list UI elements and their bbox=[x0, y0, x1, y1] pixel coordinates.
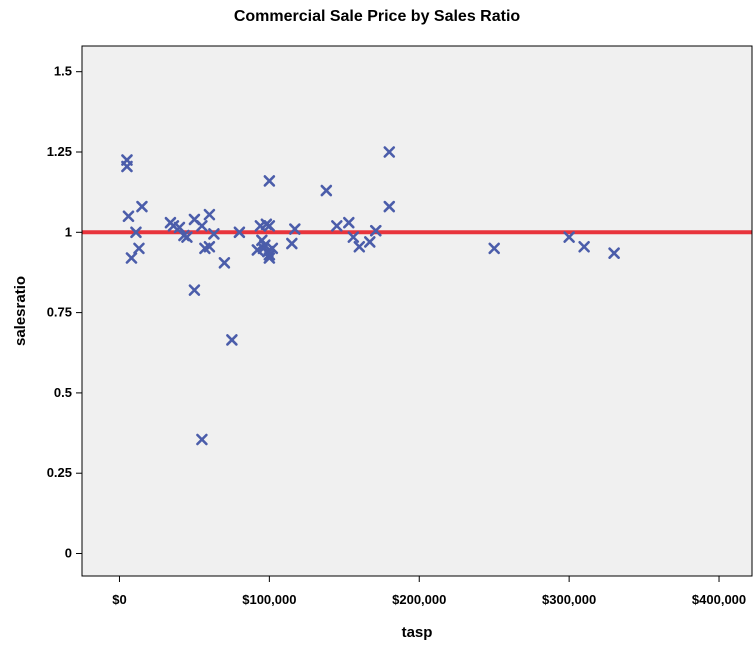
data-point bbox=[181, 231, 193, 243]
x-axis: $0 $100,000 $200,000 $300,000 $400,000 bbox=[112, 576, 746, 607]
data-point bbox=[203, 240, 216, 253]
x-tick-label: $300,000 bbox=[542, 592, 596, 607]
x-tick-label: $0 bbox=[112, 592, 126, 607]
data-point bbox=[263, 248, 276, 261]
data-point bbox=[136, 200, 148, 213]
data-point bbox=[353, 240, 366, 253]
data-point bbox=[363, 236, 376, 248]
data-point bbox=[208, 228, 220, 240]
data-point bbox=[233, 226, 246, 239]
data-point bbox=[347, 231, 360, 243]
x-tick-label: $100,000 bbox=[242, 592, 296, 607]
data-point bbox=[218, 257, 231, 269]
data-point bbox=[263, 220, 276, 232]
x-tick-label: $400,000 bbox=[692, 592, 746, 607]
plot-area bbox=[81, 45, 753, 577]
data-point bbox=[320, 184, 333, 197]
y-tick-label: 0 bbox=[65, 546, 72, 561]
x-tick-label: $200,000 bbox=[392, 592, 446, 607]
data-point bbox=[563, 231, 575, 243]
data-point bbox=[331, 220, 343, 232]
data-points bbox=[121, 146, 620, 446]
data-point bbox=[369, 224, 382, 237]
data-point bbox=[196, 433, 208, 446]
data-point bbox=[188, 284, 201, 296]
y-tick-label: 1.25 bbox=[47, 144, 72, 159]
data-point bbox=[578, 240, 590, 253]
data-point bbox=[259, 239, 271, 251]
data-point bbox=[343, 216, 355, 229]
data-point bbox=[203, 208, 216, 221]
data-point bbox=[226, 334, 238, 346]
data-point bbox=[130, 226, 142, 239]
y-tick-label: 0.75 bbox=[47, 305, 72, 320]
y-axis: 0 0.25 0.5 0.75 1 1.25 1.5 bbox=[47, 64, 82, 561]
data-point bbox=[383, 200, 396, 213]
data-point bbox=[266, 242, 279, 255]
chart-title: Commercial Sale Price by Sales Ratio bbox=[233, 8, 521, 25]
data-point bbox=[173, 221, 186, 234]
data-point bbox=[608, 247, 620, 259]
y-tick-label: 1.5 bbox=[54, 64, 72, 79]
data-point bbox=[122, 210, 135, 223]
data-point bbox=[196, 220, 208, 232]
data-point bbox=[263, 252, 276, 264]
data-point bbox=[133, 242, 145, 255]
x-axis-title: tasp bbox=[402, 624, 433, 641]
y-tick-label: 1 bbox=[65, 224, 72, 239]
data-point bbox=[383, 146, 396, 158]
data-point bbox=[488, 242, 500, 255]
data-point bbox=[289, 223, 301, 235]
y-tick-label: 0.5 bbox=[54, 385, 72, 400]
y-axis-title: salesratio bbox=[12, 276, 29, 346]
y-tick-label: 0.25 bbox=[47, 465, 72, 480]
data-point bbox=[121, 160, 133, 173]
data-point bbox=[125, 252, 138, 264]
data-point bbox=[263, 175, 276, 187]
data-point bbox=[286, 237, 298, 250]
